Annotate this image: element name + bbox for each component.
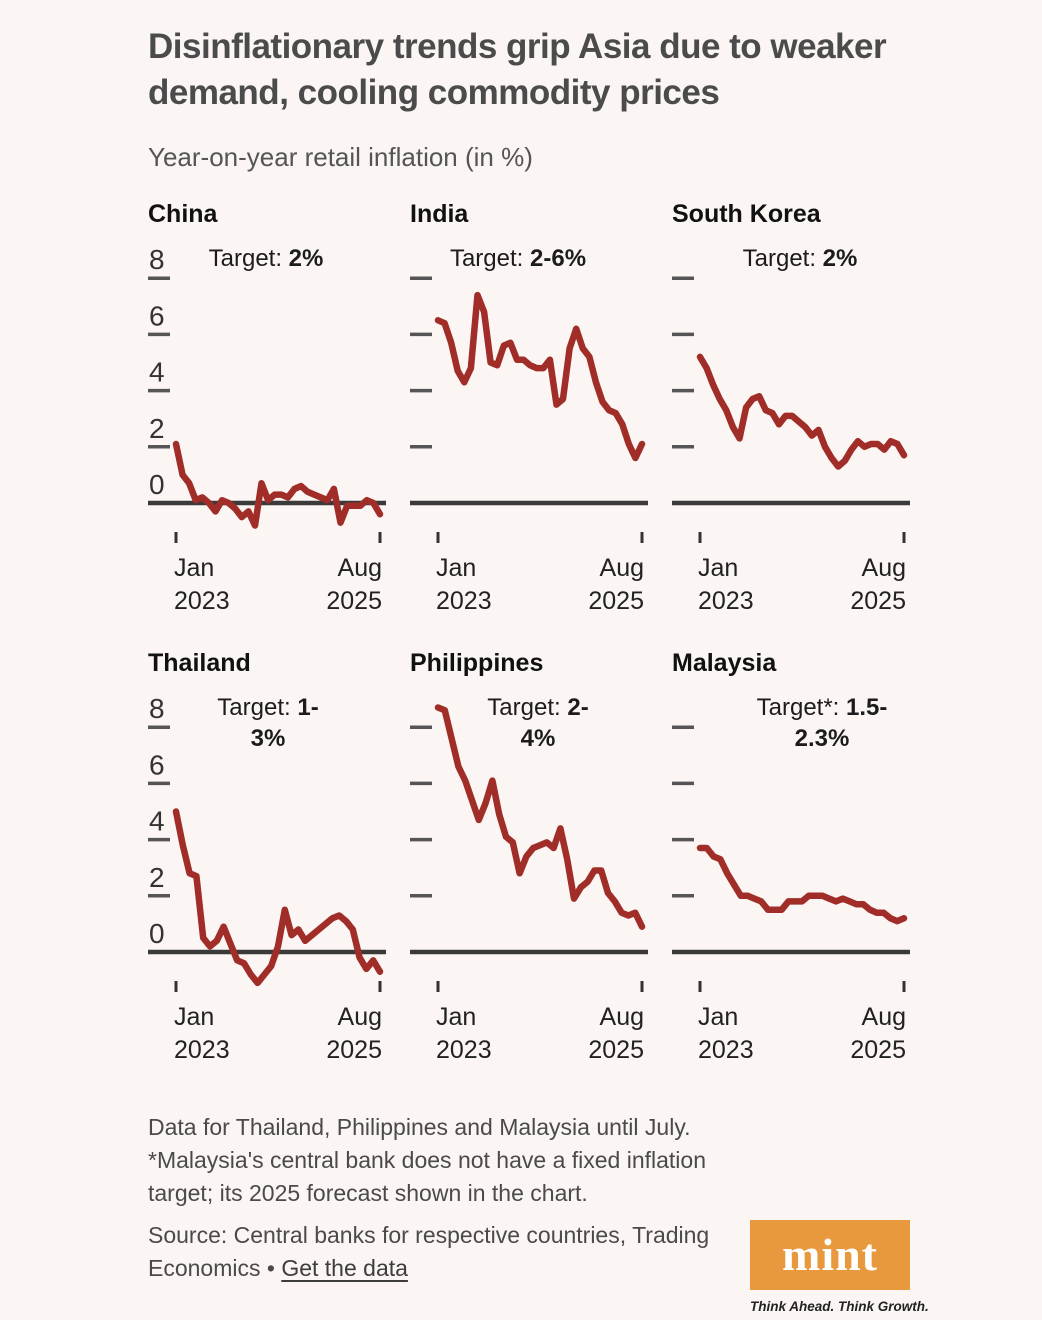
chart-country-title: China <box>148 200 218 228</box>
inflation-line <box>696 844 908 925</box>
chart-country-title: Philippines <box>410 649 544 677</box>
source-line: Source: Central banks for respective cou… <box>148 1219 726 1285</box>
chart-cell-malaysia: Malaysia Target*: 1.5- 2.3% Jan 2023 Aug 20… <box>672 648 910 1067</box>
south-korea-inflation-chart: Target: 2% <box>672 245 910 543</box>
target-annotation: 2.3% <box>795 725 850 752</box>
inflation-line <box>172 440 384 529</box>
chart-country-title: Thailand <box>148 649 251 677</box>
page-title: Disinflationary trends grip Asia due to … <box>148 27 887 112</box>
y-axis-label: 6 <box>149 300 165 331</box>
footnote: Data for Thailand, Philippines and Malay… <box>148 1111 726 1210</box>
mint-logo-tagline: Think Ahead. Think Growth. <box>750 1299 929 1314</box>
philippines-inflation-chart: Target: 2- 4% <box>410 694 648 992</box>
charts-grid: China 8 6 4 2 0 Target: 2% Jan 2023 Aug 2025 In… <box>148 199 932 1067</box>
target-annotation: Target*: 1.5- <box>757 694 888 721</box>
target-annotation: Target: 1- <box>217 694 318 721</box>
chart-country-title: Malaysia <box>672 649 777 677</box>
footnote-line-1: Data for Thailand, Philippines and Malay… <box>148 1114 691 1140</box>
bullet-separator: • <box>266 1255 275 1281</box>
mint-logo-text: mint <box>782 1229 878 1280</box>
source-text: Source: Central banks for respective cou… <box>148 1222 710 1281</box>
x-axis-labels: Jan 2023 Aug 2025 <box>672 552 910 618</box>
x-axis-label-end: Aug 2025 <box>588 1003 644 1064</box>
x-axis-label-start: Jan 2023 <box>174 1003 230 1064</box>
y-axis-label: 8 <box>149 693 165 724</box>
inflation-line <box>434 704 646 930</box>
footnote-line-2: *Malaysia's central bank does not have a… <box>148 1147 706 1206</box>
x-axis-label-end: Aug 2025 <box>850 1003 906 1064</box>
malaysia-inflation-chart: Target*: 1.5- 2.3% <box>672 694 910 992</box>
chart-cell-philippines: Philippines Target: 2- 4% Jan 2023 Aug 2025 <box>410 648 648 1067</box>
chart-cell-thailand: Thailand 8 6 4 2 0 Target: 1- 3% Jan 2023 Aug 20… <box>148 648 386 1067</box>
x-axis-label-end: Aug 2025 <box>588 554 644 615</box>
x-axis-label-end: Aug 2025 <box>850 554 906 615</box>
chart-cell-china: China 8 6 4 2 0 Target: 2% Jan 2023 Aug 2025 <box>148 199 386 618</box>
target-annotation: Target: 2% <box>743 245 858 272</box>
y-axis-label: 2 <box>149 413 165 444</box>
page-subtitle: Year-on-year retail inflation (in %) <box>148 142 533 172</box>
target-annotation: 4% <box>521 725 556 752</box>
india-inflation-chart: Target: 2-6% <box>410 245 648 543</box>
chart-country-title: South Korea <box>672 200 821 228</box>
inflation-line <box>434 291 646 462</box>
thailand-inflation-chart: 8 6 4 2 0 Target: 1- 3% <box>148 693 386 992</box>
target-annotation: 3% <box>251 725 286 752</box>
y-axis-label: 2 <box>149 862 165 893</box>
x-axis-labels: Jan 2023 Aug 2025 <box>410 1001 648 1067</box>
x-axis-labels: Jan 2023 Aug 2025 <box>410 552 648 618</box>
y-axis-label: 4 <box>149 357 165 388</box>
x-axis-label-end: Aug 2025 <box>326 1003 382 1064</box>
x-axis-label-start: Jan 2023 <box>436 1003 492 1064</box>
x-axis-labels: Jan 2023 Aug 2025 <box>148 1001 386 1067</box>
x-axis-label-start: Jan 2023 <box>174 554 230 615</box>
inflation-line <box>172 808 384 987</box>
x-axis-label-start: Jan 2023 <box>436 554 492 615</box>
target-annotation: Target: 2- <box>487 694 588 721</box>
target-annotation: Target: 2-6% <box>450 245 586 272</box>
chart-cell-south-korea: South Korea Target: 2% Jan 2023 Aug 2025 <box>672 199 910 618</box>
x-axis-labels: Jan 2023 Aug 2025 <box>672 1001 910 1067</box>
x-axis-label-end: Aug 2025 <box>326 554 382 615</box>
inflation-line <box>696 353 908 470</box>
get-the-data-link[interactable]: Get the data <box>281 1255 408 1281</box>
chart-country-title: India <box>410 200 469 228</box>
mint-logo: mint Think Ahead. Think Growth. <box>750 1220 929 1314</box>
y-axis-label: 8 <box>149 244 165 275</box>
y-axis-label: 6 <box>149 749 165 780</box>
x-axis-labels: Jan 2023 Aug 2025 <box>148 552 386 618</box>
y-axis-label: 4 <box>149 806 165 837</box>
target-annotation: Target: 2% <box>209 245 324 272</box>
china-inflation-chart: 8 6 4 2 0 Target: 2% <box>148 244 386 543</box>
mint-logo-box: mint <box>750 1220 910 1290</box>
y-axis-label: 0 <box>149 918 165 949</box>
x-axis-label-start: Jan 2023 <box>698 1003 754 1064</box>
y-axis-label: 0 <box>149 469 165 500</box>
chart-cell-india: India Target: 2-6% Jan 2023 Aug 2025 <box>410 199 648 618</box>
x-axis-label-start: Jan 2023 <box>698 554 754 615</box>
